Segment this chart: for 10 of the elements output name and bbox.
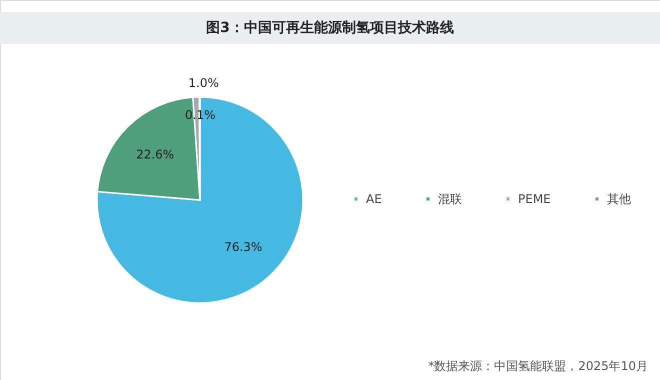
- chart-title: 图3：中国可再生能源制氢项目技术路线: [206, 20, 454, 36]
- data-label: 22.6%: [136, 148, 174, 162]
- legend-label: 混联: [438, 192, 462, 206]
- data-label: 76.3%: [224, 240, 262, 254]
- pie-slice: [96, 96, 304, 304]
- text: *数据来源：中国氢能联盟，2025年10月: [428, 359, 648, 373]
- legend-label: PEME: [518, 192, 551, 206]
- legend-label: 其他: [607, 192, 631, 206]
- data-label: 1.0%: [188, 76, 219, 90]
- legend-label: AE: [366, 192, 382, 206]
